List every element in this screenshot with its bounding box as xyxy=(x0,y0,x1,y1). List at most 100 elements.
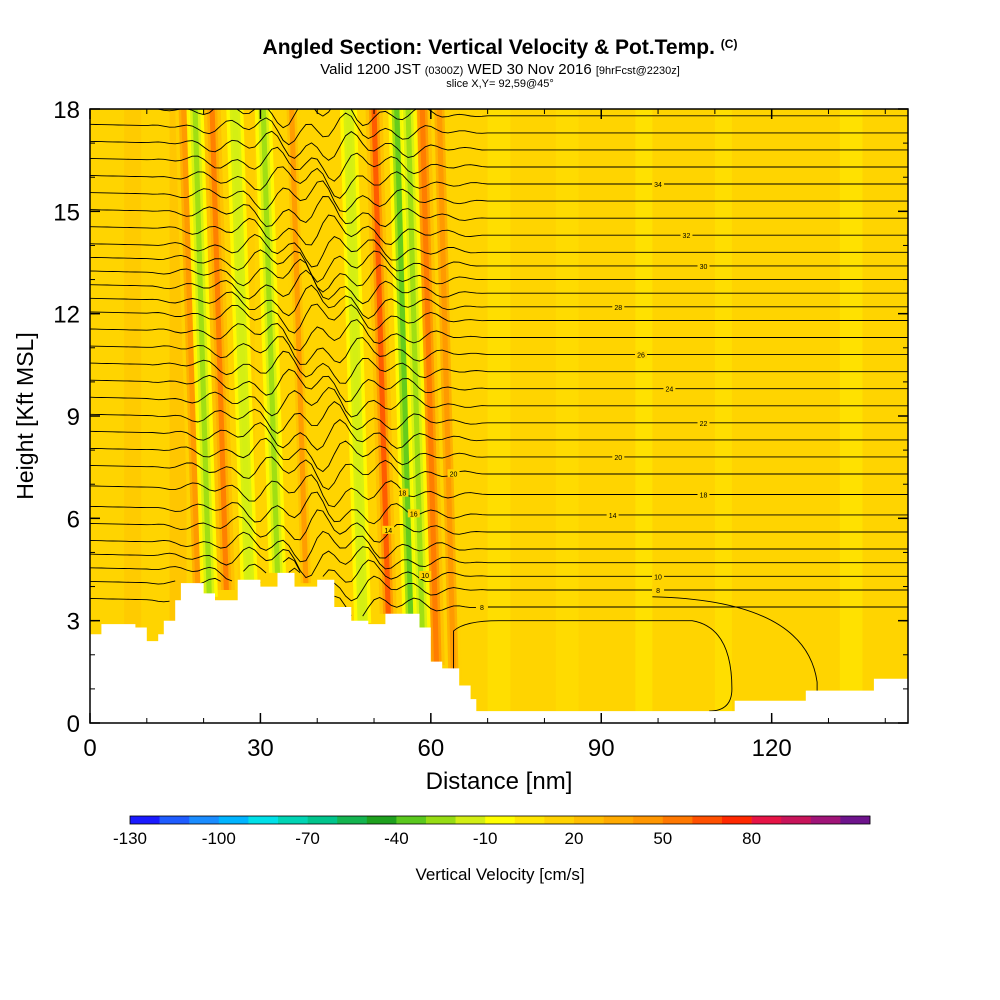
contour-label: 10 xyxy=(654,574,662,581)
isentrope-line xyxy=(90,214,908,246)
contour-label-bg xyxy=(652,572,665,581)
contour-label-bg xyxy=(652,585,665,594)
chart-title: Angled Section: Vertical Velocity & Pot.… xyxy=(0,36,1000,60)
colorbar-swatch xyxy=(218,816,249,824)
colorbar-tick-label: -10 xyxy=(473,829,498,848)
contour-label: 14 xyxy=(384,528,392,535)
colorbar-title: Vertical Velocity [cm/s] xyxy=(415,865,584,884)
contour-label-bg xyxy=(635,350,648,359)
colorbar-tick-label: -70 xyxy=(295,829,320,848)
colorbar-swatch xyxy=(159,816,190,824)
isentrope-line xyxy=(90,386,908,418)
isentrope-line xyxy=(90,146,908,182)
contour-label: 10 xyxy=(421,573,429,580)
contour-label: 14 xyxy=(609,513,617,520)
contour-label-bg xyxy=(697,490,710,499)
contour-label-bg xyxy=(419,570,432,579)
isentrope-line xyxy=(90,196,908,228)
contour-label: 18 xyxy=(399,491,407,498)
contour-label: 8 xyxy=(480,605,484,612)
contour-label: 32 xyxy=(683,233,691,240)
contour-label: 20 xyxy=(450,471,458,478)
colorbar-swatch xyxy=(514,816,545,824)
field-band xyxy=(124,109,142,723)
colorbar-swatch xyxy=(603,816,634,824)
isentrope-line xyxy=(90,249,908,283)
contour-label-bg xyxy=(612,452,625,461)
y-axis-label: Height [Kft MSL] xyxy=(12,332,38,499)
valid-time-jst: Valid 1200 JST xyxy=(320,61,421,78)
y-tick-label: 6 xyxy=(67,506,80,533)
velocity-core xyxy=(232,109,252,584)
x-tick-label: 60 xyxy=(417,735,444,762)
colorbar-tick-label: -100 xyxy=(202,829,236,848)
isentrope-line xyxy=(90,303,908,334)
velocity-core xyxy=(405,109,425,637)
contour-label: 18 xyxy=(700,492,708,499)
contour-label-bg xyxy=(680,231,693,240)
contour-label-bg xyxy=(663,384,676,393)
contour-label: 20 xyxy=(614,455,622,462)
contour-label: 30 xyxy=(700,264,708,271)
colorbar-swatch xyxy=(722,816,752,824)
y-tick-label: 18 xyxy=(53,97,80,124)
colorbar-swatch xyxy=(307,816,338,824)
updraft-column xyxy=(283,109,315,584)
field-band xyxy=(714,109,732,723)
isentrope-line xyxy=(90,437,908,473)
closed-contour xyxy=(453,620,733,712)
updraft-column xyxy=(203,109,235,590)
isentrope-line xyxy=(90,130,908,161)
y-tick-label: 12 xyxy=(53,302,80,329)
isentrope-line xyxy=(90,319,908,352)
isentrope-line xyxy=(90,456,908,491)
isentrope-line xyxy=(90,419,908,451)
colorbar-tick-label: -40 xyxy=(384,829,409,848)
colorbar-swatch xyxy=(544,816,575,824)
isentrope-line xyxy=(90,180,908,213)
isentrope-line xyxy=(90,530,908,563)
velocity-core xyxy=(289,109,309,584)
contour-label-bg xyxy=(447,469,460,478)
colorbar: -130 -100 -70 -40 -10 20 50 80 xyxy=(113,815,871,848)
contour-label-bg xyxy=(652,180,665,189)
colorbar-swatch xyxy=(662,816,693,824)
isentrope-line xyxy=(90,233,908,268)
isentrope-line xyxy=(90,336,908,365)
contour-label: 28 xyxy=(614,305,622,312)
isentrope-line xyxy=(90,284,908,320)
isentrope-line xyxy=(90,474,908,508)
contour-label: 34 xyxy=(654,182,662,189)
contour-label-bg xyxy=(612,302,625,311)
colorbar-swatch xyxy=(130,816,160,824)
field-band xyxy=(839,109,863,723)
velocity-core xyxy=(209,109,229,590)
colorbar-swatch xyxy=(781,816,812,824)
chart-title-suffix: (C) xyxy=(720,37,738,51)
contour-label-bg xyxy=(396,488,409,497)
contour-label: 16 xyxy=(410,511,418,518)
contour-label: 8 xyxy=(656,588,660,595)
contour-label-bg xyxy=(407,509,420,518)
velocity-core xyxy=(192,109,212,597)
isentrope-line xyxy=(90,509,908,543)
isentrope-line xyxy=(90,269,908,305)
velocity-core xyxy=(260,109,281,573)
y-tick-label: 15 xyxy=(53,199,80,226)
field-band xyxy=(555,109,579,723)
plot-area: 8 8 10 10 14 14 16 18 18 20 20 22 24 26 28 30 32 34 xyxy=(90,109,908,723)
valid-date: WED 30 Nov 2016 xyxy=(467,61,592,78)
colorbar-swatch xyxy=(751,816,782,824)
isentrope-line xyxy=(90,112,908,146)
colorbar-swatch xyxy=(485,816,516,824)
colorbar-swatch xyxy=(278,816,308,824)
x-axis-label: Distance [nm] xyxy=(426,768,573,795)
contour-label-bg xyxy=(697,418,710,427)
x-tick-label: 120 xyxy=(752,735,792,762)
field-band xyxy=(487,109,511,723)
downdraft-column xyxy=(399,109,431,637)
isentrope-line xyxy=(90,258,908,293)
colorbar-tick-label: 20 xyxy=(565,829,584,848)
contour-label-bg xyxy=(606,510,619,519)
